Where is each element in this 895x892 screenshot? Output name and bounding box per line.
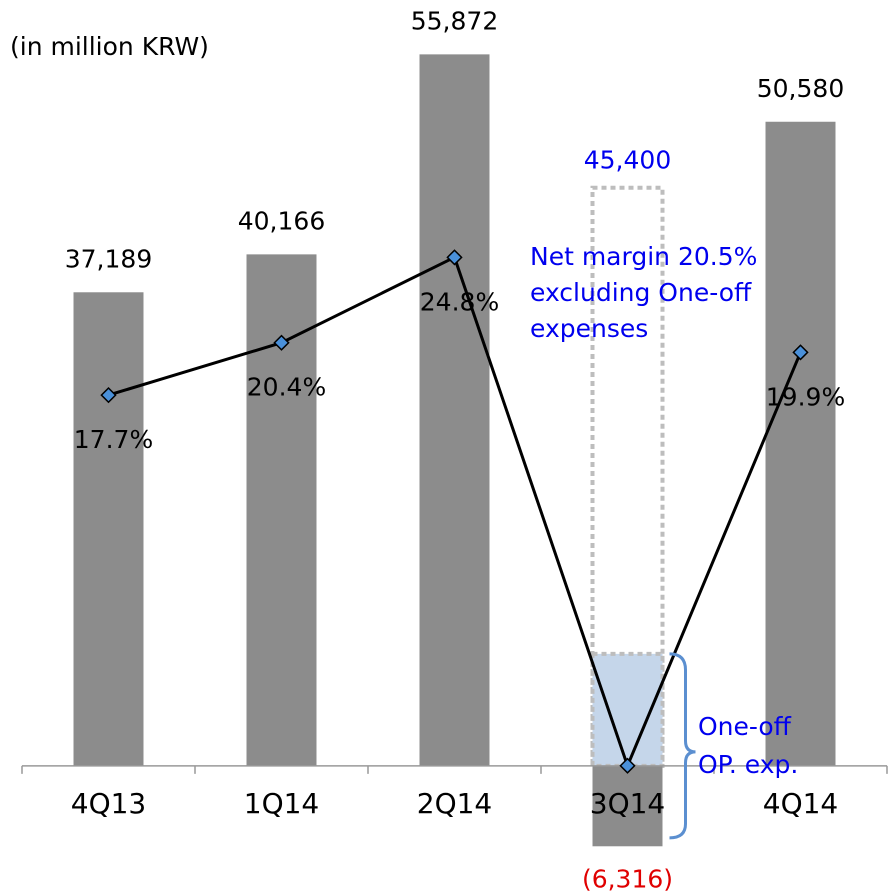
bar-value-label: 50,580	[757, 74, 844, 103]
line-marker	[792, 344, 809, 361]
line-value-label: 20.4%	[247, 373, 326, 402]
line-marker	[273, 334, 290, 351]
bar	[73, 292, 144, 766]
one-off-note: One-off	[698, 712, 792, 741]
x-tick-label: 4Q13	[71, 787, 146, 820]
x-tick-label: 2Q14	[417, 787, 492, 820]
line-marker	[619, 757, 636, 774]
adjusted-note: Net margin 20.5%	[530, 242, 757, 271]
x-tick-label: 4Q14	[763, 787, 838, 820]
bar-value-label: (6,316)	[582, 864, 673, 892]
line-value-label: 19.9%	[766, 382, 845, 411]
bar	[419, 54, 490, 766]
bar	[592, 765, 663, 847]
adjusted-note: excluding One-off	[530, 278, 752, 307]
unit-label: (in million KRW)	[10, 32, 209, 61]
line-value-label: 24.8%	[420, 287, 499, 316]
adjusted-label: 45,400	[584, 146, 671, 175]
line-value-label: 17.7%	[74, 425, 153, 454]
bar-value-label: 55,872	[411, 6, 498, 35]
one-off-note: OP. exp.	[698, 750, 798, 779]
bar-value-label: 37,189	[65, 244, 152, 273]
bar-value-label: 40,166	[238, 206, 325, 235]
x-tick-label: 3Q14	[590, 787, 665, 820]
x-tick-label: 1Q14	[244, 787, 319, 820]
line-marker	[446, 249, 463, 266]
one-off-bracket	[669, 652, 696, 840]
adjusted-note: expenses	[530, 314, 648, 343]
line-marker	[100, 386, 117, 404]
bar	[765, 121, 836, 766]
